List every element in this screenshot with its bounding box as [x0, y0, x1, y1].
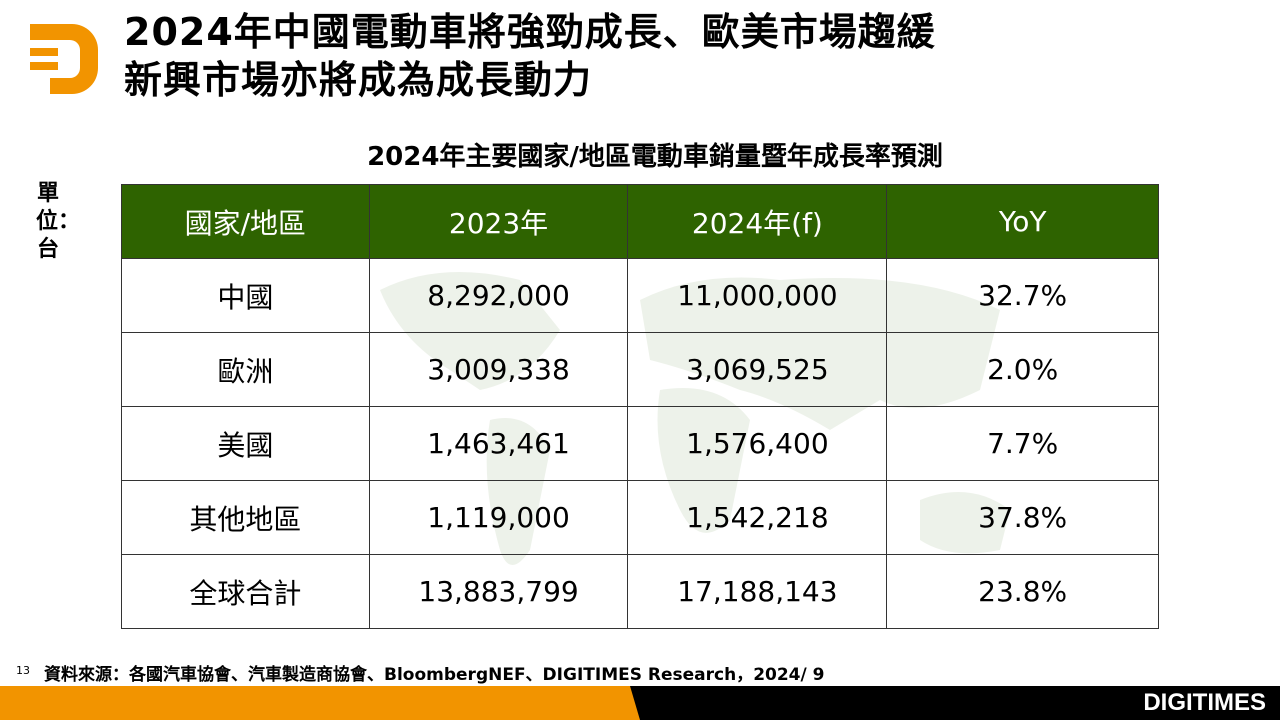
table-row: 其他地區 1,119,000 1,542,218 37.8%: [121, 480, 1159, 555]
cell-2024f: 1,576,400: [627, 406, 888, 481]
cell-yoy: 7.7%: [886, 406, 1159, 481]
ev-sales-table: 國家/地區 2023年 2024年(f) YoY 中國 8,292,000 11,0…: [121, 184, 1159, 629]
cell-region: 其他地區: [121, 480, 370, 555]
page-number: 13: [16, 664, 30, 677]
cell-2023: 1,119,000: [368, 480, 629, 555]
cell-yoy: 37.8%: [886, 480, 1159, 555]
title-line-2: 新興市場亦將成為成長動力: [124, 58, 593, 102]
cell-2023: 3,009,338: [368, 332, 629, 407]
cell-region: 歐洲: [121, 332, 370, 407]
page-title: 2024年中國電動車將強勁成長、歐美市場趨緩 新興市場亦將成為成長動力: [124, 8, 936, 104]
cell-2024f: 17,188,143: [627, 554, 888, 629]
cell-yoy: 23.8%: [886, 554, 1159, 629]
table-row: 美國 1,463,461 1,576,400 7.7%: [121, 406, 1159, 481]
cell-region: 美國: [121, 406, 370, 481]
digitimes-brand: DIGITIMES: [1143, 689, 1266, 716]
cell-2023: 13,883,799: [368, 554, 629, 629]
cell-yoy: 32.7%: [886, 258, 1159, 333]
cell-2024f: 11,000,000: [627, 258, 888, 333]
cell-2024f: 1,542,218: [627, 480, 888, 555]
table-row: 中國 8,292,000 11,000,000 32.7%: [121, 258, 1159, 333]
header-2024f: 2024年(f): [627, 184, 888, 259]
header-yoy: YoY: [886, 184, 1159, 259]
cell-2023: 8,292,000: [368, 258, 629, 333]
digitimes-logo-icon: [30, 24, 98, 94]
cell-region: 全球合計: [121, 554, 370, 629]
header-2023: 2023年: [368, 184, 629, 259]
cell-region: 中國: [121, 258, 370, 333]
cell-2023: 1,463,461: [368, 406, 629, 481]
unit-label: 單位：台: [36, 181, 81, 262]
title-line-1: 2024年中國電動車將強勁成長、歐美市場趨緩: [124, 10, 936, 54]
table-row-total: 全球合計 13,883,799 17,188,143 23.8%: [121, 554, 1159, 629]
table-header-row: 國家/地區 2023年 2024年(f) YoY: [121, 184, 1159, 259]
table-title: 2024年主要國家/地區電動車銷量暨年成長率預測: [367, 142, 943, 172]
header-region: 國家/地區: [121, 184, 370, 259]
cell-yoy: 2.0%: [886, 332, 1159, 407]
footer-bar-black: [630, 686, 1280, 720]
table-row: 歐洲 3,009,338 3,069,525 2.0%: [121, 332, 1159, 407]
source-note: 資料來源：各國汽車協會、汽車製造商協會、BloombergNEF、DIGITIM…: [44, 665, 825, 685]
cell-2024f: 3,069,525: [627, 332, 888, 407]
